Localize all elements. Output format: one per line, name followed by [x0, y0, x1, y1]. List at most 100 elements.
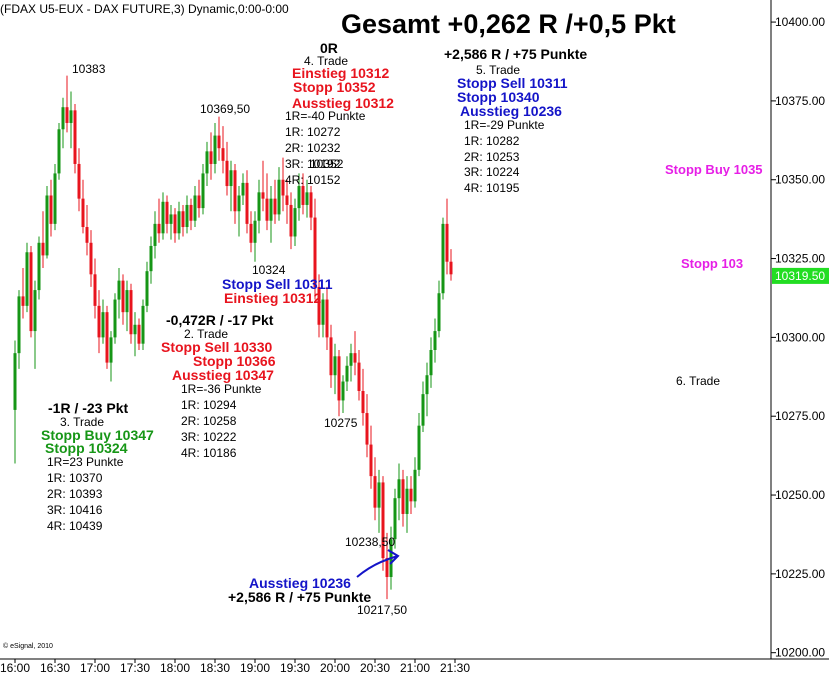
candle: [113, 293, 117, 344]
candle-body: [181, 211, 185, 228]
trade5-exit: Ausstieg 10236: [460, 103, 562, 119]
time-tick-label: 20:00: [320, 661, 350, 675]
candle-body: [365, 413, 369, 445]
candle: [233, 163, 237, 224]
candle: [397, 463, 401, 521]
candle: [133, 312, 137, 357]
candle: [273, 179, 277, 224]
candle: [193, 186, 197, 228]
candle: [237, 186, 241, 237]
candle-body: [313, 217, 317, 287]
trade4-label: 4. Trade: [304, 54, 349, 68]
candle-body: [177, 211, 181, 234]
candle: [289, 192, 293, 250]
candle: [329, 324, 333, 388]
candle: [253, 211, 257, 262]
trade4-overlap-label: 10352: [310, 157, 344, 171]
trade3-r1: 1R: 10370: [47, 471, 103, 485]
candle-body: [321, 299, 325, 325]
price-tick-label: 10350.00: [775, 173, 825, 187]
candle-body: [85, 227, 89, 243]
time-tick-label: 16:00: [0, 661, 30, 675]
trade3-r4: 4R: 10439: [47, 519, 103, 533]
candle-body: [289, 204, 293, 237]
candle-body: [137, 324, 141, 344]
candle-body: [445, 223, 449, 262]
candle: [73, 104, 77, 174]
candle-body: [249, 223, 253, 243]
candle: [433, 318, 437, 363]
high-label: 10383: [72, 62, 106, 76]
candle: [301, 173, 305, 215]
candle-body: [397, 479, 401, 499]
candle-body: [385, 558, 389, 578]
candle: [425, 362, 429, 417]
candle: [89, 230, 93, 287]
candle-body: [425, 375, 429, 395]
candle: [141, 299, 145, 350]
candle-body: [285, 195, 289, 205]
candle-body: [57, 129, 61, 174]
candle-body: [241, 182, 245, 196]
candle: [385, 532, 389, 600]
time-tick-label: 17:00: [80, 661, 110, 675]
candle: [37, 236, 41, 300]
candle-body: [133, 324, 137, 335]
price-tick-label: 10225.00: [775, 567, 825, 581]
candle: [261, 160, 265, 212]
price-tick-label: 10375.00: [775, 94, 825, 108]
candle-body: [353, 353, 357, 363]
candle: [25, 242, 29, 313]
candle-body: [393, 498, 397, 540]
candle-body: [41, 242, 45, 256]
trade2-stop: Stopp 10366: [193, 353, 276, 369]
candle-body: [325, 299, 329, 338]
candle-body: [205, 151, 209, 174]
candle-body: [269, 198, 273, 221]
candle: [81, 179, 85, 234]
candle-body: [105, 312, 109, 363]
candle: [189, 198, 193, 231]
trade4-sell: Stopp Sell 10311: [222, 276, 333, 292]
chart-title: (FDAX U5-EUX - DAX FUTURE,3) Dynamic,0:0…: [0, 2, 289, 16]
candle: [353, 331, 357, 376]
candle: [157, 198, 161, 243]
candle: [217, 116, 221, 161]
candle: [341, 375, 345, 414]
candle-body: [305, 192, 309, 205]
trade4-r3: 3R: 10192: [285, 157, 341, 171]
trade4-sell-entry: Einstieg 10312: [224, 290, 322, 306]
candle: [57, 122, 61, 180]
candle: [13, 340, 17, 464]
candle-body: [433, 331, 437, 350]
candle-body: [93, 274, 97, 306]
candle-body: [197, 195, 201, 209]
candle-body: [109, 337, 113, 363]
price-tick-label: 10300.00: [775, 330, 825, 344]
candle: [93, 258, 97, 319]
trade5-r3: 3R: 10224: [464, 165, 520, 179]
candle: [277, 167, 281, 221]
candle: [405, 476, 409, 533]
candle-body: [297, 186, 301, 209]
candle: [345, 356, 349, 391]
trade3-entry: Stopp Buy 10347: [41, 427, 154, 443]
candle-body: [157, 223, 161, 234]
candle: [337, 349, 341, 417]
candle-body: [33, 290, 37, 332]
candle: [325, 286, 329, 350]
candle-body: [149, 245, 153, 272]
candle: [281, 157, 285, 212]
trade2-label: 2. Trade: [184, 327, 229, 341]
candle: [365, 394, 369, 458]
arrow-icon: [356, 549, 400, 578]
candle-body: [193, 195, 197, 221]
time-axis: 16:00 16:30 17:00 17:30 18:00 18:30 19:00 19:30…: [0, 659, 470, 675]
candle-body: [201, 173, 205, 209]
time-tick-label: 21:30: [440, 661, 470, 675]
candle: [445, 198, 449, 275]
candle: [29, 245, 33, 338]
trade3-label: 3. Trade: [60, 415, 105, 429]
candle: [265, 173, 269, 231]
